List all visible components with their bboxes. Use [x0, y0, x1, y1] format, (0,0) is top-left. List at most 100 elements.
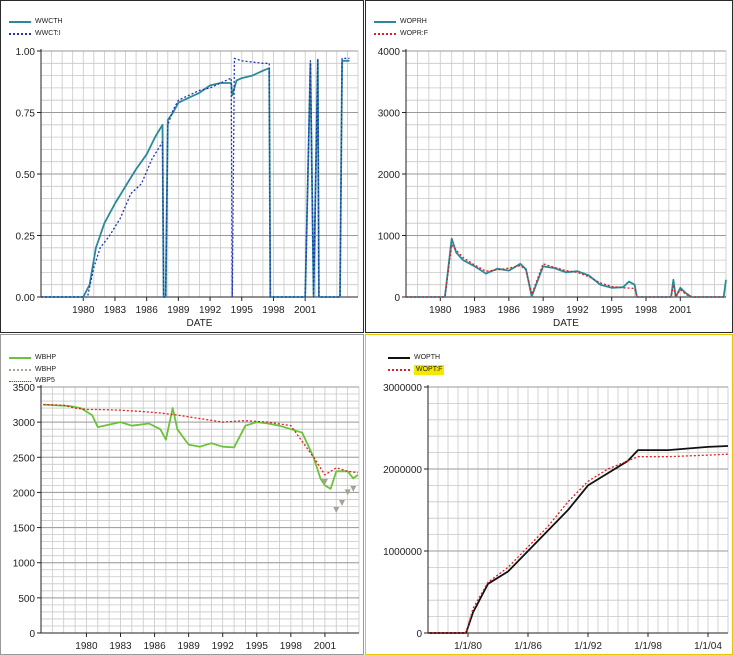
x-axis-label: DATE — [187, 318, 213, 329]
x-tick-label: 1992 — [212, 641, 235, 652]
x-tick-label: 1995 — [246, 641, 269, 652]
series-line — [43, 403, 358, 476]
y-tick-label: 0.00 — [16, 293, 36, 304]
chart-panel-oil-total: 0 1000000 2000000 3000000 1/1/80 1/1/86 1/1/92… — [365, 334, 733, 655]
y-tick-label: 3500 — [13, 383, 36, 394]
legend-label: WOPR:F — [400, 30, 428, 37]
y-tick-label: 1000000 — [383, 547, 422, 558]
x-tick-label: 1980 — [75, 641, 98, 652]
chart-panel-bottomhole-pressure: 0 500 1000 1500 2000 2500 3000 3500 1980 1983 1986… — [0, 334, 364, 655]
legend-label: WOPTH — [414, 354, 441, 361]
x-tick-label: 1998 — [262, 305, 285, 316]
x-tick-label: 2001 — [314, 641, 337, 652]
y-tick-label: 2000 — [378, 170, 401, 181]
x-tick-label: 1983 — [109, 641, 132, 652]
x-tick-label: 1995 — [601, 305, 624, 316]
y-tick-label: 0 — [416, 629, 422, 640]
y-tick-label: 1500 — [13, 524, 36, 535]
legend-swatch — [374, 21, 396, 23]
y-tick-label: 4000 — [378, 47, 401, 58]
data-point — [344, 489, 351, 496]
y-tick-label: 0.75 — [16, 109, 36, 120]
x-tick-label: 1/1/98 — [634, 641, 662, 652]
x-tick-label: 1980 — [429, 305, 452, 316]
legend-entry: WOPR:F — [374, 29, 428, 39]
y-tick-label: 3000 — [378, 109, 401, 120]
legend-label: WOPRH — [400, 18, 427, 25]
x-tick-label: 1/1/92 — [574, 641, 602, 652]
legend-swatch — [374, 33, 396, 35]
grid — [405, 50, 727, 298]
y-tick-label: 2000 — [13, 488, 36, 499]
y-tick-label: 0.50 — [16, 170, 36, 181]
legend-swatch — [388, 369, 410, 371]
grid — [427, 386, 729, 634]
series-line — [406, 244, 726, 298]
chart-panel-water-cut: 0.00 0.25 0.50 0.75 1.00 1980 1983 1986 1989 1992… — [0, 0, 364, 333]
y-tick-label: 0 — [394, 293, 400, 304]
x-tick-label: 1986 — [143, 641, 166, 652]
x-tick-label: 1/1/80 — [454, 641, 482, 652]
water-cut-chart: 0.00 0.25 0.50 0.75 1.00 1980 1983 1986 1989 1992… — [16, 47, 359, 329]
y-tick-label: 3000000 — [383, 383, 422, 394]
legend-swatch — [9, 357, 31, 359]
legend-label: WWCTH — [35, 18, 63, 25]
y-tick-label: 0 — [29, 629, 35, 640]
x-tick-label: 1983 — [104, 305, 127, 316]
y-tick-label: 1.00 — [16, 47, 36, 58]
oil-total-chart: 0 1000000 2000000 3000000 1/1/80 1/1/86 1/1/92… — [383, 383, 729, 652]
legend-entry: WWCTH — [9, 17, 63, 27]
legend-swatch — [9, 33, 31, 35]
data-point — [333, 507, 340, 513]
x-tick-label: 1980 — [72, 305, 95, 316]
grid — [40, 386, 360, 634]
data-point — [338, 499, 345, 506]
series-line — [428, 445, 729, 634]
x-tick-label: 1992 — [566, 305, 589, 316]
legend-swatch — [9, 21, 31, 23]
x-tick-label: 1989 — [532, 305, 555, 316]
bottomhole-pressure-chart: 0 500 1000 1500 2000 2500 3000 3500 1980 1983 1986… — [13, 383, 360, 652]
legend-label: WBHP — [35, 366, 56, 373]
legend-label: WBHP — [35, 354, 56, 361]
x-tick-label: 1/1/04 — [694, 641, 722, 652]
x-tick-label: 2001 — [294, 305, 317, 316]
legend-swatch — [9, 369, 31, 371]
legend-entry: WWCT:I — [9, 29, 61, 39]
y-tick-label: 0.25 — [16, 232, 36, 243]
x-tick-label: 2001 — [669, 305, 692, 316]
series-line — [43, 403, 359, 490]
x-tick-label: 1986 — [498, 305, 521, 316]
series-line — [406, 237, 727, 298]
legend-label: WOPT:F — [414, 365, 445, 375]
x-tick-label: 1998 — [280, 641, 303, 652]
data-point — [350, 485, 357, 492]
x-axis-label: DATE — [553, 318, 579, 329]
x-tick-label: 1998 — [635, 305, 658, 316]
legend-entry: WBP5 — [9, 376, 55, 386]
legend-entry: WOPRH — [374, 17, 427, 27]
legend-entry: WBHP — [9, 365, 56, 375]
y-tick-label: 1000 — [378, 232, 401, 243]
x-tick-label: 1995 — [231, 305, 254, 316]
y-tick-label: 3000 — [13, 418, 36, 429]
chart-panel-oil-rate: 0 1000 2000 3000 4000 1980 1983 1986 1989 1992 199… — [365, 0, 733, 333]
legend-label: WWCT:I — [35, 30, 61, 37]
legend-entry: WOPT:F — [388, 365, 445, 375]
legend-swatch — [388, 357, 410, 359]
x-tick-label: 1989 — [167, 305, 190, 316]
data-point — [321, 478, 328, 485]
y-tick-label: 1000 — [13, 559, 36, 570]
x-tick-label: 1/1/86 — [514, 641, 542, 652]
series-line — [428, 453, 729, 634]
x-tick-label: 1983 — [463, 305, 486, 316]
x-tick-label: 1986 — [136, 305, 159, 316]
x-tick-label: 1992 — [199, 305, 222, 316]
legend-entry: WBHP — [9, 353, 56, 363]
y-tick-label: 2000000 — [383, 465, 422, 476]
legend-label: WBP5 — [35, 377, 55, 384]
legend-swatch — [9, 380, 31, 382]
x-tick-label: 1989 — [178, 641, 201, 652]
series-line — [41, 59, 350, 298]
oil-rate-chart: 0 1000 2000 3000 4000 1980 1983 1986 1989 1992 199… — [378, 47, 727, 329]
